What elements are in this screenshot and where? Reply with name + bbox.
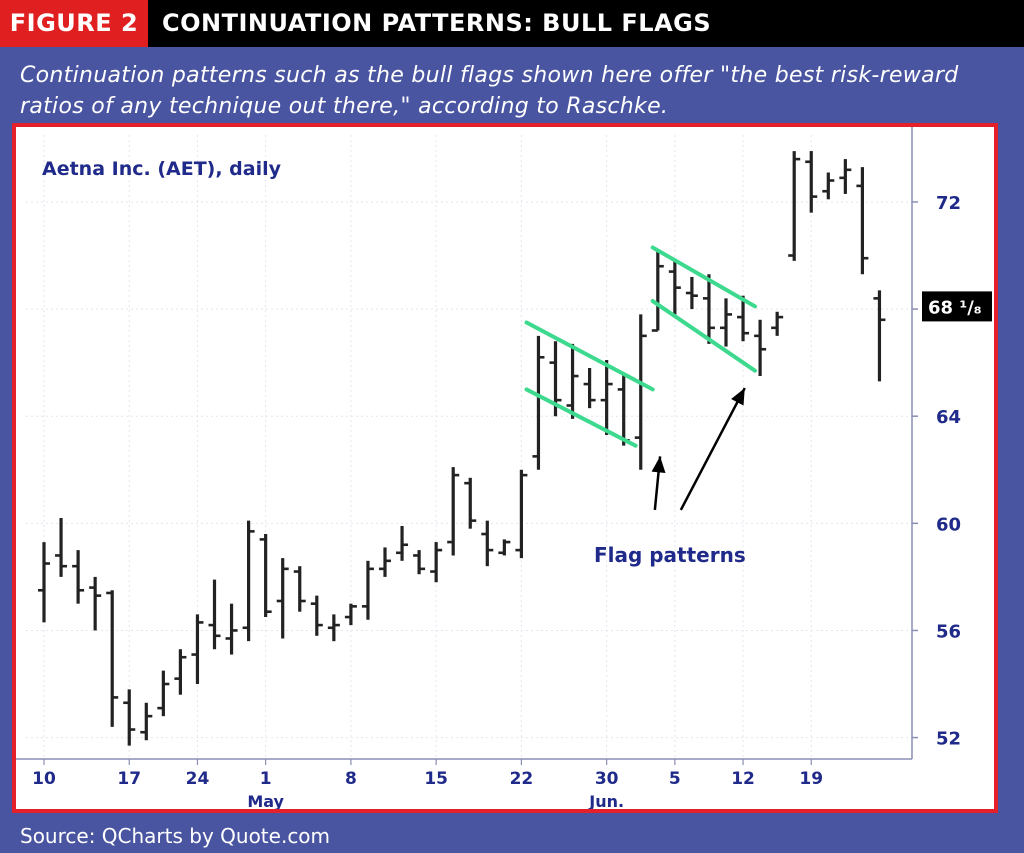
- ohlc-bar: [242, 520, 255, 642]
- flag-trendline: [650, 299, 757, 373]
- ohlc-bar: [157, 670, 170, 717]
- ohlc-bar: [702, 274, 715, 344]
- annotation-arrow: [679, 387, 746, 511]
- arrow-head: [651, 456, 666, 473]
- month-label: May: [247, 792, 284, 809]
- ohlc-bar: [720, 298, 732, 347]
- flag-trendline: [524, 387, 638, 448]
- ohlc-bar: [771, 311, 784, 336]
- y-tick-label: 60: [936, 514, 961, 535]
- chart-title: Aetna Inc. (AET), daily: [42, 158, 282, 180]
- ohlc-bar: [805, 151, 818, 213]
- ohlc-bar: [430, 542, 443, 583]
- ohlc-bar: [106, 590, 119, 727]
- ohlc-bar: [754, 319, 767, 377]
- ohlc-bar: [310, 595, 323, 636]
- x-tick-label: 30: [595, 769, 619, 789]
- y-tick-label: 52: [936, 729, 961, 750]
- ohlc-bar: [515, 469, 528, 559]
- figure-title: CONTINUATION PATTERNS: BULL FLAGS: [162, 9, 712, 37]
- ohlc-bar: [140, 702, 153, 741]
- chart-frame: 52566064687268 ¹/₈ 1017241815223051219Ma…: [12, 123, 998, 813]
- ohlc-bar: [600, 359, 613, 435]
- x-axis: 10 17 24 1 8 15 22 30 5 12 19 May Jun.: [16, 758, 912, 811]
- ohlc-bar: [89, 576, 102, 631]
- y-tick-label: 64: [936, 407, 961, 428]
- x-tick-label: 22: [510, 769, 534, 789]
- flag-trendline: [650, 245, 757, 309]
- figure-header: FIGURE 2 CONTINUATION PATTERNS: BULL FLA…: [0, 0, 1024, 47]
- annotations: Flag patterns: [594, 387, 746, 567]
- ohlc-bar: [361, 560, 374, 620]
- ohlc-bar: [447, 467, 460, 556]
- ohlc-bar: [174, 649, 187, 695]
- x-tick-label: 12: [731, 769, 755, 789]
- ohlc-bar: [191, 614, 204, 685]
- ohlc-bar: [873, 290, 886, 382]
- ohlc-bar: [685, 276, 698, 310]
- ohlc-bar: [651, 250, 664, 332]
- ohlc-bar: [668, 260, 681, 315]
- ohlc-bar: [464, 477, 477, 529]
- flag-patterns-label: Flag patterns: [594, 543, 746, 567]
- flag-trendlines: [524, 245, 757, 448]
- ohlc-bar: [208, 579, 221, 650]
- x-tick-label: 15: [424, 769, 448, 789]
- ohlc-bar: [38, 542, 50, 623]
- ohlc-chart: 52566064687268 ¹/₈ 1017241815223051219Ma…: [16, 127, 992, 811]
- figure-caption: Continuation patterns such as the bull f…: [20, 63, 959, 119]
- ohlc-bar: [583, 367, 596, 409]
- last-price-box: [922, 291, 992, 322]
- ohlc-bar: [123, 689, 136, 746]
- ohlc-bar: [379, 547, 391, 577]
- ohlc-bar: [293, 566, 306, 612]
- source-note: Source: QCharts by Quote.com: [20, 824, 331, 848]
- ohlc-bar: [839, 159, 852, 194]
- ohlc-bar: [856, 167, 869, 275]
- flag-trendline: [524, 320, 655, 392]
- y-tick-label: 56: [936, 621, 961, 642]
- ohlc-bar: [259, 534, 272, 618]
- ohlc-bar: [737, 295, 750, 342]
- ohlc-bar: [344, 603, 357, 626]
- x-tick-label: 1: [260, 769, 272, 789]
- x-tick-label: 19: [799, 769, 823, 789]
- ohlc-bar: [396, 526, 409, 561]
- month-label: Jun.: [588, 792, 624, 809]
- ohlc-bar: [634, 314, 647, 470]
- ohlc-bar: [225, 603, 238, 655]
- ohlc-bar: [532, 335, 545, 470]
- ohlc-bar: [276, 558, 289, 639]
- y-axis: 52566064687268 ¹/₈: [911, 127, 992, 759]
- ohlc-bar: [72, 550, 85, 604]
- ohlc-bar: [413, 550, 426, 575]
- arrow-head: [731, 388, 745, 406]
- ohlc-bar: [481, 520, 494, 567]
- chart-grid: [26, 135, 912, 759]
- ohlc-bar: [498, 539, 511, 556]
- x-tick-label: 5: [669, 769, 681, 789]
- x-tick-label: 10: [32, 769, 56, 789]
- ohlc-bars: [38, 151, 886, 746]
- ohlc-bar: [566, 343, 579, 419]
- ohlc-bar: [327, 614, 340, 642]
- ohlc-bar: [788, 151, 801, 261]
- ohlc-bar: [55, 517, 68, 577]
- x-tick-label: 8: [345, 769, 357, 789]
- last-price-label: 68 ¹/₈: [928, 297, 982, 318]
- x-tick-label: 17: [117, 769, 141, 789]
- ohlc-bar: [822, 172, 835, 200]
- y-tick-label: 72: [936, 193, 961, 214]
- ohlc-bar: [617, 373, 630, 446]
- x-tick-label: 24: [186, 769, 210, 789]
- figure-label: FIGURE 2: [0, 0, 148, 47]
